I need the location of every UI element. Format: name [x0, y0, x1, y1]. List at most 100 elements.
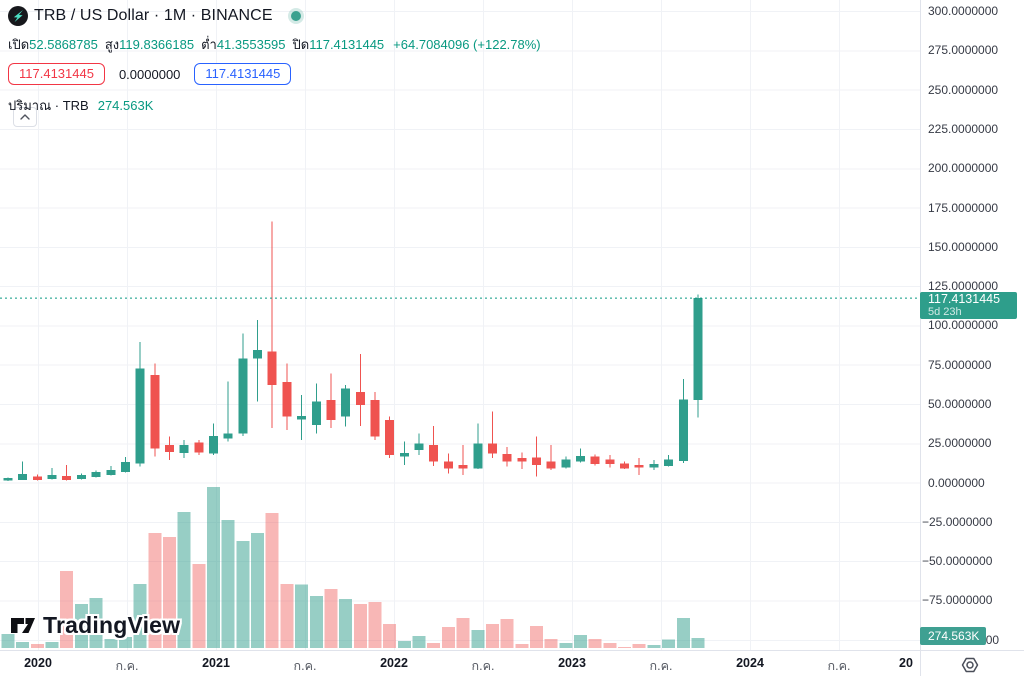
y-axis-label: 100.0000000 [928, 318, 999, 333]
candle-body [341, 388, 351, 417]
volume-bar [412, 636, 426, 648]
candle-body [443, 461, 453, 469]
volume-value: 274.563K [97, 98, 154, 113]
bar-countdown: 5d 23h [928, 306, 962, 318]
high-value: 119.8366185 [119, 37, 195, 52]
candle-body [634, 464, 644, 468]
volume-bar [16, 642, 30, 648]
time-axis[interactable] [0, 650, 1024, 676]
volume-legend-row: ปริมาณ · TRB 274.563K [8, 95, 541, 116]
candle-body [693, 298, 703, 400]
y-axis-label: 175.0000000 [928, 200, 999, 215]
candle-body [106, 470, 116, 476]
collapse-legend-button[interactable] [13, 107, 37, 127]
volume-bar [339, 598, 353, 648]
x-axis-label: 2023 [558, 656, 586, 670]
symbol-title[interactable]: TRB / US Dollar · 1M · BINANCE [34, 7, 273, 24]
candle-wick [227, 381, 229, 442]
volume-bar [118, 637, 132, 648]
candle-body [429, 445, 439, 462]
candle-body [649, 464, 659, 468]
low-value: 41.3553595 [216, 37, 286, 52]
volume-bar [603, 642, 617, 648]
volume-bar [662, 639, 676, 648]
candle-wick [462, 445, 464, 476]
volume-layer [1, 486, 705, 648]
candle-wick [580, 448, 582, 463]
last-price-value: 117.4131445 [928, 292, 1001, 306]
candle-body [487, 443, 497, 454]
y-axis-label: 25.0000000 [928, 436, 992, 451]
volume-bar [691, 638, 705, 648]
volume-bar [456, 618, 470, 648]
volume-bar [324, 589, 338, 648]
y-axis-label: 275.0000000 [928, 43, 999, 58]
candle-wick [550, 445, 552, 471]
change-value: +64.7084096 (+122.78%) [393, 37, 541, 52]
close-value: 117.4131445 [309, 37, 385, 52]
volume-bar [618, 646, 632, 648]
candle-body [473, 443, 483, 469]
close-label: ปิด [292, 37, 310, 52]
candle-body [3, 478, 13, 481]
volume-bar [309, 596, 323, 648]
y-axis-label: 125.0000000 [928, 279, 999, 294]
volume-bar [221, 520, 235, 648]
x-axis-label: ก.ค. [471, 659, 495, 673]
middle-price-value: 0.0000000 [118, 66, 181, 82]
last-price-badge: 117.4131445 5d 23h [920, 292, 1017, 319]
volume-bar [632, 644, 646, 648]
candle-body [76, 475, 86, 479]
candle-body [91, 472, 101, 477]
volume-bar [515, 644, 529, 648]
candle-body [605, 459, 615, 465]
legend: TRB / US Dollar · 1M · BINANCE เปิด52.58… [8, 5, 541, 116]
volume-bar [588, 638, 602, 648]
x-axis-label: 2021 [202, 656, 230, 670]
volume-bar [280, 584, 294, 648]
volume-bar [485, 624, 499, 648]
volume-bar [368, 602, 382, 648]
candles-layer [3, 221, 703, 482]
candle-body [164, 445, 174, 452]
gear-settings-icon[interactable] [958, 653, 982, 677]
candle-body [664, 459, 674, 466]
volume-bar [236, 541, 250, 648]
volume-bar [60, 570, 74, 648]
y-axis-label: 50.0000000 [928, 397, 992, 412]
candle-body [47, 475, 57, 479]
volume-bar [207, 486, 221, 648]
candle-body [209, 435, 219, 454]
y-axis-label: 150.0000000 [928, 239, 999, 254]
y-axis-label: 0.0000000 [928, 475, 985, 490]
stop-price-box[interactable]: 117.4131445 [8, 63, 105, 85]
candle-body [531, 457, 541, 465]
candle-body [414, 443, 424, 451]
volume-bar [559, 642, 573, 648]
candle-body [18, 473, 28, 480]
volume-bar [104, 638, 118, 648]
candle-body [135, 368, 145, 464]
volume-bar [544, 638, 558, 648]
volume-bar [89, 598, 103, 648]
candle-body [326, 400, 336, 421]
candle-body [253, 349, 263, 359]
volume-bar [251, 533, 265, 648]
candle-wick [22, 461, 24, 481]
x-axis-label: ก.ค. [293, 659, 317, 673]
volume-bar [574, 634, 588, 648]
volume-bar [383, 624, 397, 648]
volume-bar [74, 604, 88, 648]
candle-body [311, 401, 321, 426]
volume-bar [45, 642, 59, 648]
volume-bar [471, 630, 485, 648]
limit-price-box[interactable]: 117.4131445 [194, 63, 292, 85]
volume-bar [265, 513, 279, 648]
open-label: เปิด [8, 37, 30, 52]
candle-body [620, 463, 630, 469]
y-axis-label: −25.0000000 [922, 514, 993, 529]
candle-body [678, 399, 688, 462]
volume-axis-badge: 274.563K [920, 627, 986, 645]
candle-body [385, 420, 395, 455]
